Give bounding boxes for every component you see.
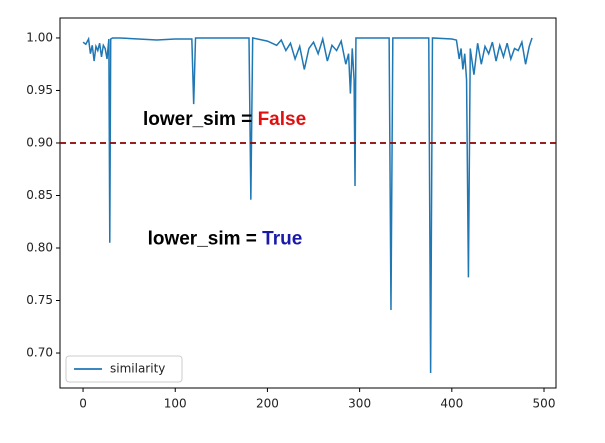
x-tick-label: 100 <box>164 397 187 411</box>
x-tick-label: 200 <box>256 397 279 411</box>
y-tick-label: 1.00 <box>26 30 53 44</box>
y-tick-label: 0.70 <box>26 346 53 360</box>
annotation-text: lower_sim = <box>143 109 258 130</box>
x-tick-label: 300 <box>348 397 371 411</box>
annotation: lower_sim = True <box>148 229 303 250</box>
legend-box <box>65 355 183 383</box>
annotation-highlight: False <box>258 109 307 130</box>
x-tick-label: 0 <box>79 397 87 411</box>
annotation-highlight: True <box>262 229 302 250</box>
y-tick-label: 0.95 <box>26 83 53 97</box>
y-tick-label: 0.90 <box>26 135 53 149</box>
y-tick-label: 0.80 <box>26 241 53 255</box>
annotation: lower_sim = False <box>143 109 306 130</box>
y-tick-label: 0.85 <box>26 188 53 202</box>
legend-label: similarity <box>110 362 165 376</box>
x-tick-label: 500 <box>533 397 556 411</box>
plot-frame <box>59 17 557 389</box>
x-tick-label: 400 <box>440 397 463 411</box>
series-line <box>82 36 533 373</box>
y-tick-label: 0.75 <box>26 293 53 307</box>
annotation-text: lower_sim = <box>148 229 263 250</box>
